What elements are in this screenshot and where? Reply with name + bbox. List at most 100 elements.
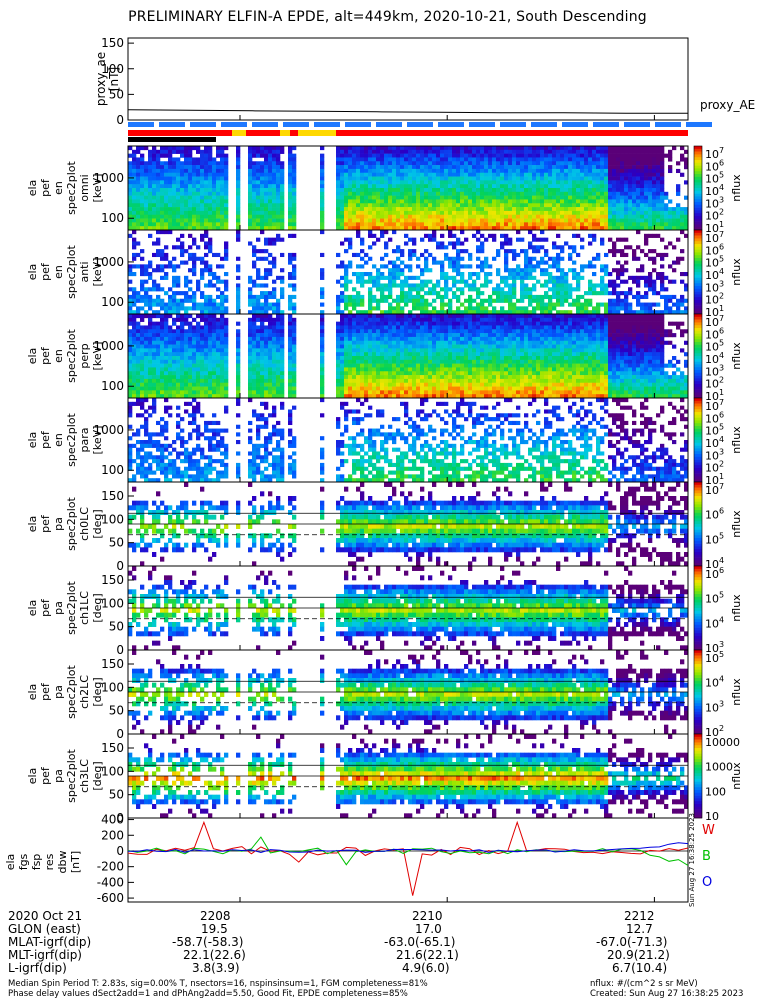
- panel-ytick: 150: [101, 657, 124, 671]
- panel-ylabel: en: [52, 349, 65, 363]
- colorbar-tick: 100: [705, 785, 726, 798]
- spectrogram-panel-3: [128, 398, 702, 483]
- status-bar-black: [128, 137, 216, 142]
- proxy-ae-line: [127, 109, 688, 114]
- ephemeris-value: -63.0(-65.1): [384, 935, 456, 949]
- colorbar-tick: 103: [705, 699, 724, 714]
- panel-ylabel: [keV]: [91, 174, 104, 203]
- footer-created: Created: Sun Aug 27 16:38:25 2023: [590, 989, 744, 999]
- panel-ylabel: en: [52, 265, 65, 279]
- panel-ylabel: [deg]: [91, 761, 104, 790]
- fgm-ylabel: fgs: [17, 853, 30, 870]
- panel-ylabel: spec2plot: [65, 749, 78, 803]
- fgm-ytick: 0: [116, 844, 124, 858]
- footer-note-2: Phase delay values dSect2add=1 and dPhAn…: [8, 989, 408, 999]
- panel-ylabel: pef: [39, 346, 52, 365]
- colorbar-tick: 106: [705, 507, 724, 522]
- panel-ytick: 0: [116, 643, 124, 657]
- panel-ylabel: [deg]: [91, 509, 104, 538]
- status-bar-blue: [655, 122, 681, 127]
- fgm-legend-O: O: [702, 875, 712, 890]
- fgm-ylabel: fsp: [30, 854, 43, 871]
- status-bar-blue: [283, 122, 309, 127]
- colorbar-tick: 105: [705, 591, 724, 606]
- panel-ytick: 100: [101, 379, 124, 393]
- colorbar-label: nflux: [730, 426, 743, 454]
- panel-ylabel: en: [52, 433, 65, 447]
- panel-ylabel: pa: [52, 769, 65, 783]
- spectrogram-panel-5: [128, 566, 702, 651]
- panel-ylabel: spec2plot: [65, 581, 78, 635]
- fgm-ytick: -600: [97, 891, 124, 905]
- status-bar-blue: [252, 122, 278, 127]
- panel-ylabel: ela: [26, 348, 39, 365]
- panel-ylabel: spec2plot: [65, 497, 78, 551]
- ephemeris-value: 17.0: [415, 922, 442, 936]
- panel-ylabel: pa: [52, 601, 65, 615]
- status-bar-blue: [159, 122, 185, 127]
- panel-ylabel: ela: [26, 264, 39, 281]
- panel-ylabel: ela: [26, 768, 39, 785]
- ephemeris-label-0: 2020 Oct 21: [8, 909, 83, 923]
- panel-ytick: 100: [101, 211, 124, 225]
- status-bar-blue: [221, 122, 247, 127]
- panel-ytick: 50: [109, 536, 124, 550]
- panel-ylabel: ela: [26, 684, 39, 701]
- status-bar-blue: [531, 122, 557, 127]
- colorbar-tick: 106: [705, 566, 724, 581]
- ephemeris-value: 2212: [624, 909, 655, 923]
- status-bar-blue: [190, 122, 216, 127]
- status-bar-blue: [438, 122, 464, 127]
- status-bar-blue: [469, 122, 495, 127]
- ephemeris-label-4: L-igrf(dip): [8, 961, 67, 975]
- colorbar-tick: 107: [705, 482, 724, 497]
- ephemeris-value: 3.8(3.9): [192, 961, 240, 975]
- panel-ytick: 100: [101, 764, 124, 778]
- panel-ytick: 50: [109, 704, 124, 718]
- ephemeris-value: 12.7: [626, 922, 653, 936]
- spectrogram-panel-2: [128, 314, 702, 399]
- proxy-ae-legend: proxy_AE: [700, 98, 755, 112]
- proxy-ae-ytick: 150: [101, 36, 124, 50]
- status-bar-blue: [593, 122, 619, 127]
- ephemeris-label-3: MLT-igrf(dip): [8, 948, 82, 962]
- panel-ylabel: para: [78, 428, 91, 453]
- panel-ytick: 100: [101, 680, 124, 694]
- panel-ylabel: pef: [39, 682, 52, 701]
- ephemeris-value: -58.7(-58.3): [172, 935, 244, 949]
- colorbar-tick: 104: [705, 615, 724, 630]
- panel-ytick: 1000: [93, 339, 124, 353]
- fgm-ytick: 400: [101, 813, 124, 827]
- colorbar-label: nflux: [730, 678, 743, 706]
- panel-ylabel: ch1LC: [78, 591, 91, 625]
- panel-ytick: 100: [101, 295, 124, 309]
- status-bar-red: [290, 130, 298, 136]
- footer-units: nflux: #/(cm^2 s sr MeV): [590, 979, 698, 989]
- panel-ytick: 0: [116, 727, 124, 741]
- panel-ylabel: ch2LC: [78, 675, 91, 709]
- panel-ylabel: pef: [39, 514, 52, 533]
- panel-ytick: 0: [116, 559, 124, 573]
- colorbar-label: nflux: [730, 174, 743, 202]
- fgm-ylabel: dbw: [56, 851, 69, 874]
- side-timestamp: Sun Aug 27 16:38:25 2023: [688, 813, 696, 907]
- fgm-series-O: [127, 842, 689, 854]
- status-bar-blue: [128, 122, 154, 127]
- panel-ytick: 0: [116, 811, 124, 825]
- panel-ytick: 100: [101, 512, 124, 526]
- colorbar-tick: 1000: [705, 761, 733, 774]
- panel-ylabel: ch3LC: [78, 759, 91, 793]
- panel-ylabel: ela: [26, 600, 39, 617]
- fgm-ytick: 200: [101, 828, 124, 842]
- ephemeris-value: 4.9(6.0): [402, 961, 450, 975]
- status-bar-blue: [686, 122, 712, 127]
- panel-ylabel: pa: [52, 685, 65, 699]
- panel-ylabel: pef: [39, 430, 52, 449]
- ephemeris-value: 6.7(10.4): [612, 961, 668, 975]
- spectrogram-panel-7: [128, 734, 702, 819]
- status-bar-blue: [407, 122, 433, 127]
- panel-ylabel: ela: [26, 180, 39, 197]
- panel-ylabel: [keV]: [91, 342, 104, 371]
- ephemeris-value: 20.9(21.2): [607, 948, 670, 962]
- panel-ytick: 100: [101, 463, 124, 477]
